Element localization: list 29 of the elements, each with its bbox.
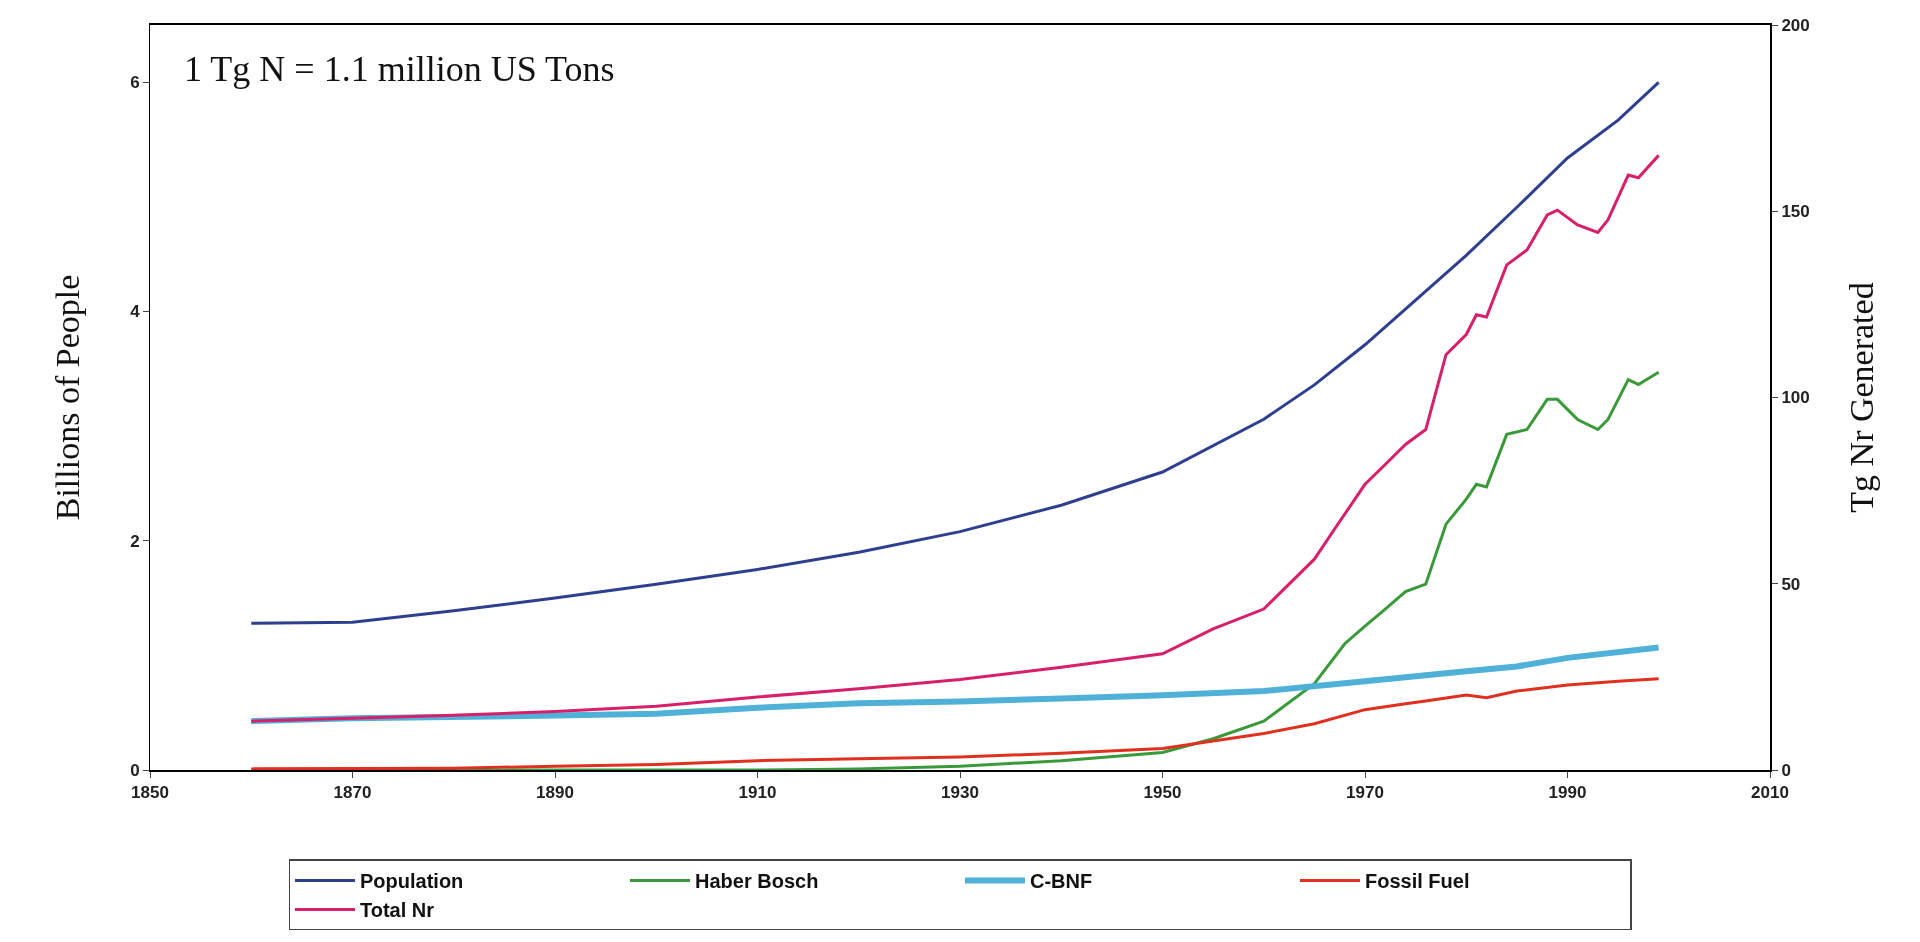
legend-label: Fossil Fuel bbox=[1365, 870, 1470, 893]
line-series bbox=[249, 80, 1661, 625]
y-tick-label: 2 bbox=[130, 531, 140, 551]
legend-label: C-BNF bbox=[1030, 870, 1093, 893]
y-tick-label: 0 bbox=[130, 760, 140, 780]
x-tick-label: 1990 bbox=[1548, 783, 1587, 803]
y-axis-title: Billions of People bbox=[48, 274, 86, 521]
y-tick-label: 6 bbox=[130, 73, 140, 93]
x-tick-label: 1870 bbox=[333, 783, 372, 803]
x-tick-label: 1950 bbox=[1143, 783, 1182, 803]
legend-label: Total Nr bbox=[360, 899, 435, 922]
x-tick-label: 1910 bbox=[738, 783, 777, 803]
x-tick-label: 1890 bbox=[536, 783, 574, 803]
y-tick-label: 4 bbox=[130, 302, 141, 322]
x-tick-label: 1970 bbox=[1346, 783, 1384, 803]
legend-label: Population bbox=[360, 870, 464, 893]
y2-tick-label: 0 bbox=[1781, 760, 1791, 780]
annotation: 1 Tg N = 1.1 million US Tons bbox=[184, 49, 615, 89]
y2-tick-label: 100 bbox=[1781, 388, 1810, 408]
line-series bbox=[249, 153, 1661, 723]
x-tick-label: 1850 bbox=[131, 783, 169, 803]
y2-axis-title: Tg Nr Generated bbox=[1842, 282, 1880, 513]
x-tick-label: 2010 bbox=[1751, 783, 1789, 803]
legend-label: Haber Bosch bbox=[695, 870, 819, 893]
y2-tick-label: 150 bbox=[1781, 202, 1810, 222]
line-series bbox=[249, 677, 1661, 770]
y2-tick-label: 200 bbox=[1781, 15, 1810, 35]
x-tick-label: 1930 bbox=[941, 783, 979, 803]
y2-tick-label: 50 bbox=[1781, 574, 1801, 594]
